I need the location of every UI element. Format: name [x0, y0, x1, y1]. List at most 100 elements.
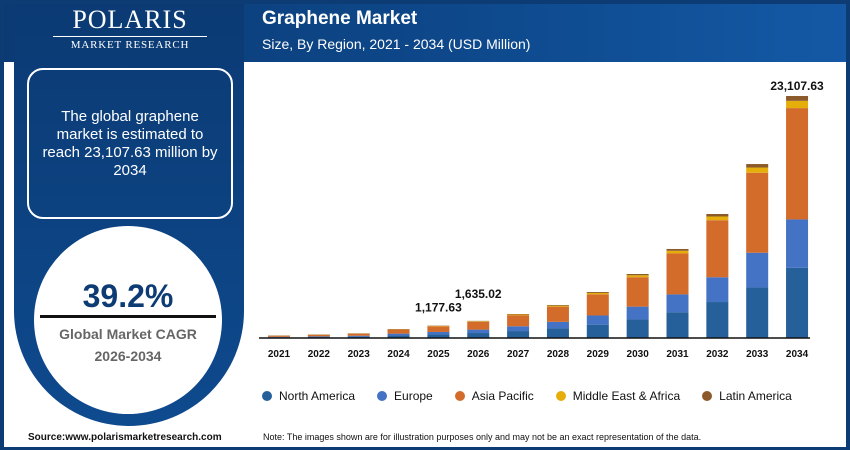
bar-north-america-2028 — [546, 328, 569, 338]
bar-asia-pacific-2030 — [626, 277, 649, 307]
bar-europe-2028 — [546, 321, 569, 329]
bar-north-america-2033 — [746, 287, 769, 338]
stacked-bar-chart: 2021 2022 2023 2024 2025 2026 2027 2028 2029 2030… — [259, 79, 824, 360]
data-label: 23,107.63 — [770, 79, 824, 93]
x-tick-label: 2034 — [786, 349, 809, 360]
bar-asia-pacific-2032 — [706, 220, 729, 278]
bar-europe-2033 — [746, 252, 769, 288]
x-tick-label: 2029 — [587, 349, 610, 360]
bar-latin-america-2031 — [666, 248, 689, 251]
legend-item: Latin America — [702, 389, 792, 403]
x-tick-label: 2024 — [387, 349, 410, 360]
legend-item: Middle East & Africa — [555, 389, 681, 403]
bar-north-america-2029 — [586, 324, 609, 338]
bar-north-america-2027 — [507, 331, 530, 338]
bar-europe-2025 — [427, 331, 450, 335]
x-tick-label: 2033 — [746, 349, 769, 360]
bar-middle-east-africa-2026 — [467, 321, 490, 322]
bar-europe-2027 — [507, 326, 530, 332]
bar-latin-america-2033 — [746, 164, 769, 168]
bar-asia-pacific-2023 — [347, 333, 370, 336]
cagr-label: Global Market CAGR 2026-2034 — [34, 323, 222, 367]
chart-area — [245, 62, 845, 426]
bar-north-america-2024 — [387, 335, 410, 338]
legend-label: Latin America — [719, 389, 792, 403]
bar-asia-pacific-2021 — [268, 335, 290, 337]
bar-asia-pacific-2022 — [307, 334, 330, 337]
logo-divider — [53, 36, 207, 37]
legend-label: Asia Pacific — [471, 389, 534, 403]
data-label: 1,177.63 — [415, 301, 462, 315]
logo-name: POLARIS — [72, 5, 188, 34]
bar-asia-pacific-2029 — [586, 294, 609, 316]
x-tick-label: 2028 — [547, 349, 570, 360]
bar-europe-2034 — [786, 219, 809, 268]
bar-north-america-2025 — [427, 334, 450, 338]
bar-europe-2032 — [706, 277, 729, 303]
bar-europe-2023 — [347, 335, 370, 337]
bar-north-america-2034 — [786, 267, 809, 338]
x-tick-label: 2032 — [706, 349, 729, 360]
bar-middle-east-africa-2027 — [507, 314, 530, 316]
bar-latin-america-2030 — [626, 274, 649, 276]
legend-swatch — [377, 391, 388, 401]
bar-asia-pacific-2027 — [507, 315, 530, 327]
bar-latin-america-2029 — [586, 292, 609, 293]
chart-subtitle: Size, By Region, 2021 - 2034 (USD Millio… — [262, 36, 531, 52]
disclaimer-note: Note: The images shown are for illustrat… — [263, 432, 702, 442]
bar-latin-america-2028 — [546, 305, 569, 306]
bar-asia-pacific-2024 — [387, 329, 410, 334]
bar-middle-east-africa-2034 — [786, 100, 809, 109]
bar-middle-east-africa-2033 — [746, 167, 769, 173]
bar-north-america-2032 — [706, 302, 729, 338]
x-tick-label: 2027 — [507, 349, 530, 360]
cagr-label-line1: Global Market CAGR — [59, 326, 197, 342]
source-text: Source:www.polarismarketresearch.com — [28, 432, 222, 443]
legend-label: Middle East & Africa — [572, 389, 681, 403]
x-tick-label: 2031 — [666, 349, 689, 360]
cagr-divider — [40, 315, 216, 318]
bar-asia-pacific-2031 — [666, 253, 689, 295]
bar-north-america-2031 — [666, 312, 689, 338]
bar-middle-east-africa-2029 — [586, 292, 609, 295]
bar-europe-2031 — [666, 294, 689, 313]
legend-item: Asia Pacific — [454, 389, 534, 403]
bar-europe-2022 — [307, 336, 330, 338]
legend-item: North America — [262, 389, 355, 403]
bar-europe-2029 — [586, 315, 609, 325]
x-tick-label: 2026 — [467, 349, 490, 360]
legend-item: Europe — [377, 389, 433, 403]
bar-asia-pacific-2026 — [467, 321, 490, 330]
bar-asia-pacific-2034 — [786, 108, 809, 220]
bar-asia-pacific-2028 — [546, 306, 569, 322]
chart-title: Graphene Market — [262, 8, 418, 29]
cagr-circle: 39.2% Global Market CAGR 2026-2034 — [34, 226, 222, 414]
legend: North America Europe Asia Pacific Middle Ea… — [262, 389, 814, 403]
x-tick-label: 2030 — [627, 349, 650, 360]
market-estimate-text: The global graphene market is estimated … — [42, 107, 218, 179]
legend-swatch — [702, 391, 713, 401]
cagr-label-line2: 2026-2034 — [94, 348, 162, 364]
data-label: 1,635.02 — [455, 287, 502, 301]
bar-north-america-2030 — [626, 319, 649, 338]
bar-middle-east-africa-2030 — [626, 275, 649, 278]
x-tick-label: 2023 — [348, 349, 371, 360]
x-tick-label: 2022 — [308, 349, 331, 360]
bar-middle-east-africa-2028 — [546, 305, 569, 307]
x-tick-label: 2021 — [268, 349, 291, 360]
legend-label: Europe — [394, 389, 433, 403]
bar-middle-east-africa-2031 — [666, 250, 689, 254]
x-tick-label: 2025 — [427, 349, 450, 360]
market-estimate-box: The global graphene market is estimated … — [27, 68, 233, 219]
legend-label: North America — [279, 389, 356, 403]
legend-swatch — [454, 391, 465, 401]
bar-middle-east-africa-2032 — [706, 216, 729, 221]
bar-north-america-2026 — [467, 333, 490, 338]
bar-europe-2030 — [626, 306, 649, 320]
bar-latin-america-2034 — [786, 96, 809, 101]
cagr-value: 39.2% — [82, 278, 174, 314]
bar-europe-2024 — [387, 333, 410, 336]
logo-tagline: MARKET RESEARCH — [70, 39, 190, 51]
polaris-logo: POLARIS MARKET RESEARCH — [45, 6, 215, 51]
bar-asia-pacific-2025 — [427, 326, 450, 332]
